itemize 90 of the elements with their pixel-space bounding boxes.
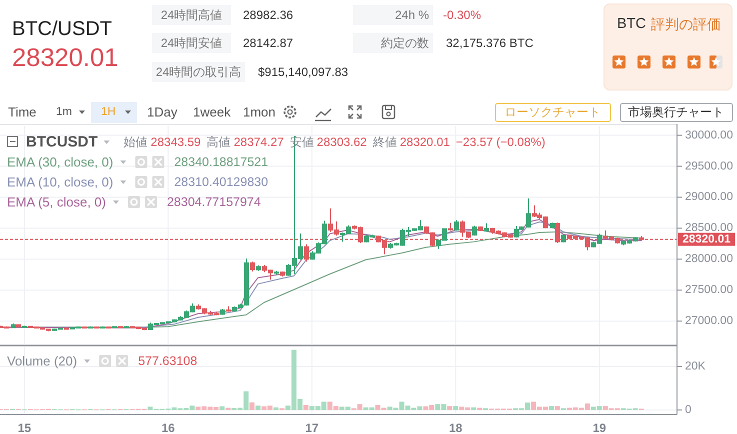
annotation: 高値: [206, 135, 231, 149]
candlestick: [100, 326, 105, 328]
text: 1week: [193, 104, 232, 120]
text: 24時間の取引高: [156, 65, 242, 79]
annotation: 28343.59: [150, 135, 202, 149]
candlestick: [274, 270, 279, 276]
x-tick-label: 15: [18, 421, 32, 434]
text: 約定の数: [381, 36, 429, 50]
x-tick-label: 18: [448, 421, 463, 434]
y-tick-label: 0: [685, 404, 692, 416]
bar: [249, 402, 254, 410]
candlestick: [4, 326, 9, 329]
text: -0.30%: [443, 8, 482, 22]
ref-line-label: 28320.01: [682, 233, 732, 246]
text: 28320.01: [12, 44, 118, 72]
text: 24時間高値: [160, 8, 222, 22]
bar: [256, 406, 261, 410]
text: BTC: [617, 16, 646, 32]
text: BTC/USDT: [12, 18, 112, 40]
candlestick: [124, 326, 129, 328]
text: $915,140,097.83: [258, 65, 348, 79]
annotation: 28374.27: [234, 135, 284, 149]
bar: [447, 406, 452, 410]
y-tick-label: 28000.00: [685, 253, 733, 266]
candlestick: [226, 306, 231, 312]
y-tick-label: 28500.00: [685, 222, 733, 234]
candlestick: [454, 220, 459, 232]
text: EMA (10, close, 0): [7, 174, 114, 190]
text: 24h %: [394, 8, 430, 22]
bar: [549, 406, 554, 410]
annotation: −23.57 (−0.08%): [456, 135, 546, 149]
candlestick: [304, 244, 309, 262]
bar: [273, 407, 278, 410]
candlestick: [280, 271, 285, 277]
x-tick-label: 16: [161, 421, 176, 434]
text: BTCUSDT: [26, 134, 98, 150]
candlestick: [11, 323, 16, 328]
text: 評判の評価: [651, 16, 721, 32]
y-tick-label: 30000.00: [685, 129, 733, 142]
candlestick: [256, 264, 261, 272]
candlestick: [526, 198, 531, 228]
candlestick: [64, 327, 69, 330]
candlestick: [88, 326, 93, 328]
candlestick: [550, 222, 555, 229]
candlestick: [118, 326, 123, 328]
text: 24時間安値: [160, 36, 222, 50]
bar: [220, 406, 225, 410]
y-tick-label: 27500.00: [685, 284, 733, 296]
y-tick-label: 20K: [685, 360, 706, 373]
text: 1H: [101, 106, 116, 118]
annotation: 終値: [372, 135, 397, 149]
text: Volume (20): [7, 354, 78, 368]
y-tick-label: 29500.00: [685, 160, 733, 172]
bar: [471, 407, 476, 410]
text: 1m: [56, 106, 72, 118]
annotation: 28320.01: [400, 135, 450, 149]
x-tick-label: 17: [305, 421, 319, 434]
candlestick: [484, 222, 489, 232]
text: 1Day: [147, 104, 178, 120]
annotation: 28303.62: [316, 135, 368, 149]
x-tick-label: 19: [592, 421, 606, 434]
text: 32,175.376 BTC: [446, 36, 534, 50]
y-tick-label: 27000.00: [685, 315, 733, 328]
text: 28982.36: [243, 8, 294, 22]
candlestick: [112, 326, 117, 328]
candlestick: [220, 308, 225, 316]
annotation: 28340.18817521: [174, 155, 268, 169]
candlestick: [561, 234, 566, 243]
candlestick: [250, 261, 255, 272]
text: ローソクチャート: [504, 105, 600, 119]
candlestick: [448, 222, 453, 232]
text: 市場奥行チャート: [628, 105, 724, 119]
y-tick-label: 29000.00: [685, 191, 733, 204]
annotation: 28304.77157974: [166, 195, 261, 209]
text: 28142.87: [243, 36, 294, 50]
candlestick: [472, 225, 477, 236]
text: 1mon: [243, 104, 276, 120]
text: EMA (30, close, 0): [7, 154, 114, 170]
annotation: 28310.40129830: [174, 175, 268, 189]
candlestick: [478, 226, 483, 232]
candlestick: [94, 326, 99, 329]
annotation: 始値: [124, 135, 148, 149]
text: Time: [8, 104, 36, 120]
bar: [453, 406, 458, 410]
bar: [554, 406, 560, 410]
annotation: 577.63108: [138, 354, 198, 368]
candlestick: [22, 325, 27, 328]
text: EMA (5, close, 0): [7, 194, 106, 210]
bar: [303, 404, 308, 410]
value-scale: 27000.00 27500.00 28000.00 28500.00 29000.00 29500.00 30000.00 28320.01 0 20K: [676, 129, 733, 416]
